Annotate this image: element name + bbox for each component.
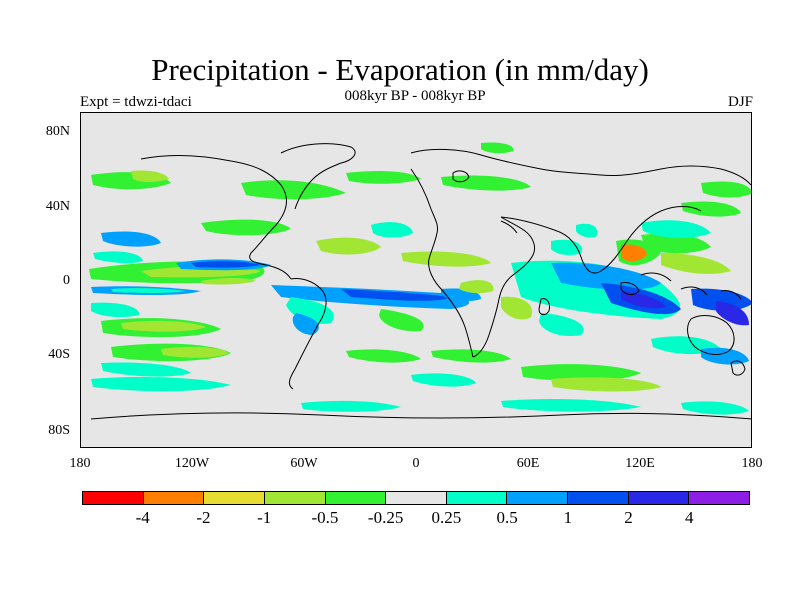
colorbar-label: -0.25 xyxy=(367,508,404,527)
colorbar-segment xyxy=(689,492,750,504)
colorbar-segment xyxy=(628,492,690,504)
lon-tick-label: 180 xyxy=(741,456,763,471)
colorbar-segment xyxy=(264,492,326,504)
colorbar-label: -0.5 xyxy=(311,508,339,527)
northern-midlatitude-anomaly xyxy=(91,142,751,267)
colorbar-segment xyxy=(568,492,629,504)
chart-subtitle: 008kyr BP - 008kyr BP xyxy=(344,88,486,104)
atlantic-anomaly xyxy=(271,222,494,335)
colorbar-label: -2 xyxy=(196,508,211,527)
lon-tick-label: 60W xyxy=(290,456,318,471)
colorbar-label: 4 xyxy=(685,508,694,527)
pe-anomaly-field xyxy=(89,142,751,420)
colorbar-label: 2 xyxy=(624,508,633,527)
lon-tick-label: 120W xyxy=(174,456,210,471)
lat-tick-label: 0 xyxy=(63,273,70,288)
season-label: DJF xyxy=(727,94,753,110)
chart-title: Precipitation - Evaporation (in mm/day) xyxy=(151,52,649,87)
map-panel xyxy=(80,112,752,448)
experiment-label: Expt = tdwzi-tdaci xyxy=(80,94,192,110)
lat-tick-label: 40N xyxy=(45,199,70,214)
colorbar-label: -4 xyxy=(135,508,150,527)
coastlines xyxy=(90,143,751,420)
lat-tick-label: 80S xyxy=(48,423,70,438)
colorbar-segment xyxy=(446,492,508,504)
colorbar-segment xyxy=(143,492,205,504)
pacific-itcz-anomaly xyxy=(89,259,271,295)
lon-tick-label: 0 xyxy=(412,456,420,471)
lat-tick-label: 40S xyxy=(48,347,70,362)
colorbar xyxy=(82,491,750,505)
colorbar-segment xyxy=(204,492,265,504)
colorbar-label: 0.25 xyxy=(431,508,462,527)
lon-tick-label: 180 xyxy=(69,456,91,471)
colorbar-label: 1 xyxy=(563,508,573,527)
lon-tick-label: 120E xyxy=(625,456,655,471)
lat-tick-label: 80N xyxy=(45,124,70,139)
colorbar-segment xyxy=(507,492,569,504)
southern-midlatitude-anomaly xyxy=(91,302,749,415)
colorbar-label: 0.5 xyxy=(496,508,518,527)
colorbar-segment xyxy=(83,492,144,504)
colorbar-label: -1 xyxy=(257,508,272,527)
colorbar-segment xyxy=(325,492,387,504)
indian-ocean-anomaly xyxy=(501,223,751,337)
colorbar-segment xyxy=(386,492,447,504)
lon-tick-label: 60E xyxy=(516,456,540,471)
